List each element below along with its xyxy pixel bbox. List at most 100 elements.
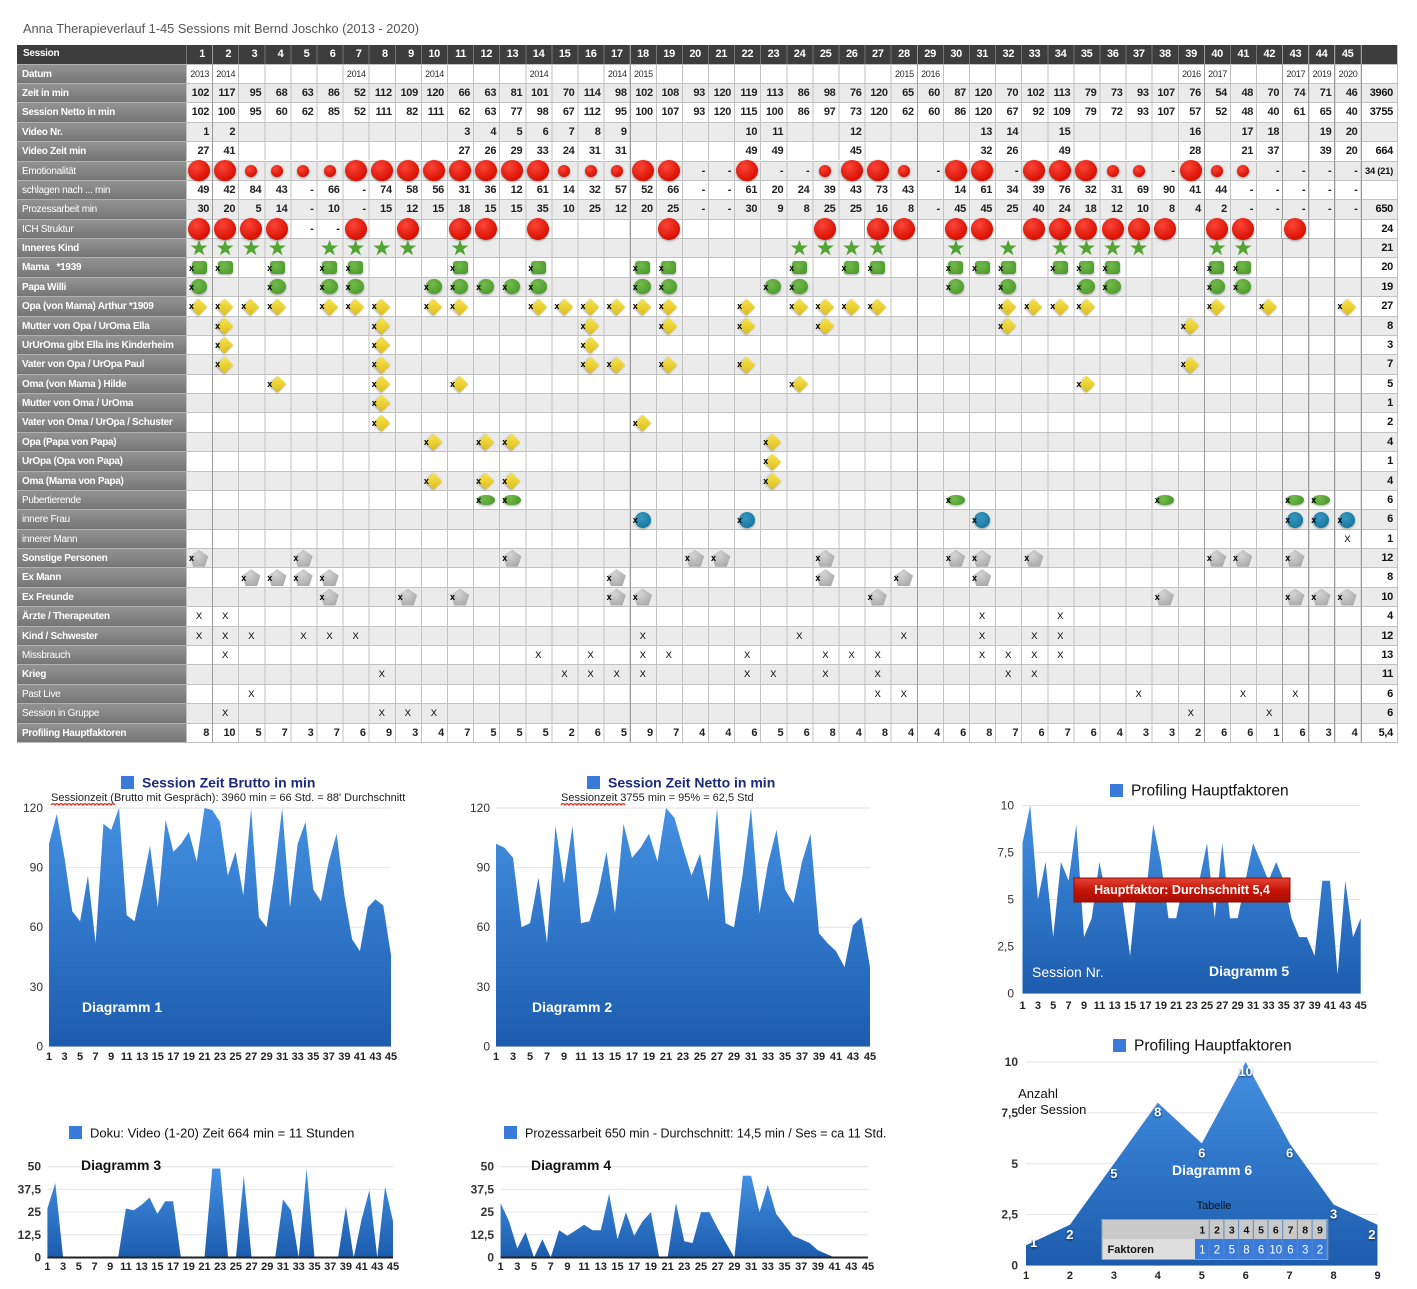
svg-text:Anzahl: Anzahl: [1018, 1086, 1058, 1101]
svg-text:31: 31: [276, 1051, 288, 1063]
svg-text:21: 21: [660, 1051, 672, 1063]
svg-text:3: 3: [1035, 1000, 1041, 1012]
svg-text:6: 6: [1273, 1225, 1279, 1237]
svg-text:4: 4: [1243, 1225, 1249, 1237]
svg-text:Diagramm 6: Diagramm 6: [1172, 1162, 1252, 1178]
svg-text:3: 3: [60, 1261, 66, 1273]
svg-text:35: 35: [779, 1051, 791, 1063]
svg-text:2: 2: [1368, 1227, 1375, 1242]
svg-text:17: 17: [1139, 1000, 1151, 1012]
svg-text:Session Nr.: Session Nr.: [1032, 964, 1104, 980]
svg-text:37: 37: [1293, 1000, 1305, 1012]
svg-text:43: 43: [847, 1051, 859, 1063]
svg-text:3: 3: [61, 1051, 67, 1063]
svg-text:2,5: 2,5: [1001, 1208, 1018, 1222]
svg-text:9: 9: [1317, 1225, 1323, 1237]
svg-text:25: 25: [1201, 1000, 1213, 1012]
svg-text:120: 120: [470, 801, 490, 815]
svg-text:1: 1: [1199, 1245, 1205, 1257]
svg-text:27: 27: [1216, 1000, 1228, 1012]
svg-text:27: 27: [245, 1261, 257, 1273]
svg-text:1: 1: [1030, 1235, 1037, 1250]
svg-text:3: 3: [1229, 1225, 1235, 1237]
svg-text:41: 41: [355, 1261, 367, 1273]
svg-text:10: 10: [1005, 1055, 1019, 1069]
svg-text:Profiling Hauptfaktoren: Profiling Hauptfaktoren: [1131, 783, 1289, 800]
svg-text:3: 3: [1330, 1207, 1337, 1222]
svg-text:33: 33: [293, 1261, 305, 1273]
svg-text:25: 25: [481, 1205, 495, 1219]
svg-text:2,5: 2,5: [997, 940, 1014, 954]
svg-text:8: 8: [1154, 1105, 1161, 1120]
svg-text:7: 7: [544, 1051, 550, 1063]
svg-text:0: 0: [1011, 1259, 1018, 1273]
svg-text:7,5: 7,5: [997, 846, 1014, 860]
svg-text:60: 60: [477, 920, 491, 934]
svg-text:11: 11: [1094, 1000, 1106, 1012]
svg-text:2: 2: [1317, 1245, 1323, 1257]
svg-text:30: 30: [477, 980, 491, 994]
svg-text:5: 5: [1229, 1245, 1235, 1257]
svg-text:13: 13: [1109, 1000, 1121, 1012]
svg-text:23: 23: [677, 1051, 689, 1063]
svg-text:31: 31: [277, 1261, 289, 1273]
svg-text:35: 35: [778, 1261, 790, 1273]
svg-text:19: 19: [183, 1051, 195, 1063]
svg-text:37,5: 37,5: [18, 1182, 42, 1196]
svg-text:11: 11: [578, 1261, 590, 1273]
svg-text:0: 0: [36, 1040, 43, 1054]
svg-text:5: 5: [76, 1261, 82, 1273]
svg-text:2: 2: [1214, 1225, 1220, 1237]
svg-text:13: 13: [136, 1051, 148, 1063]
svg-text:23: 23: [214, 1051, 226, 1063]
svg-text:50: 50: [481, 1160, 495, 1174]
svg-text:21: 21: [198, 1261, 210, 1273]
svg-text:4: 4: [1155, 1270, 1162, 1282]
svg-text:33: 33: [762, 1261, 774, 1273]
svg-text:120: 120: [23, 801, 43, 815]
svg-text:der Session: der Session: [1018, 1102, 1087, 1117]
svg-text:90: 90: [30, 861, 44, 875]
svg-text:37: 37: [323, 1051, 335, 1063]
svg-text:0: 0: [1007, 987, 1014, 1001]
svg-text:6: 6: [1287, 1245, 1293, 1257]
svg-text:6: 6: [1243, 1270, 1249, 1282]
svg-text:25: 25: [230, 1261, 242, 1273]
svg-text:11: 11: [120, 1261, 132, 1273]
svg-text:Diagramm 4: Diagramm 4: [531, 1157, 611, 1173]
svg-text:5: 5: [1011, 1157, 1018, 1171]
svg-text:19: 19: [183, 1261, 195, 1273]
svg-text:25: 25: [229, 1051, 241, 1063]
svg-text:11: 11: [575, 1051, 587, 1063]
svg-text:Doku: Video (1-20) Zeit 664 mi: Doku: Video (1-20) Zeit 664 min = 11 Stu…: [90, 1126, 354, 1141]
svg-text:30: 30: [30, 980, 44, 994]
svg-text:27: 27: [712, 1261, 724, 1273]
svg-text:5: 5: [527, 1051, 533, 1063]
svg-text:6: 6: [1258, 1245, 1264, 1257]
svg-text:15: 15: [611, 1261, 623, 1273]
svg-text:17: 17: [167, 1051, 179, 1063]
svg-text:Prozessarbeit 650 min - Durchs: Prozessarbeit 650 min - Durchschnitt: 14…: [525, 1127, 886, 1141]
svg-text:23: 23: [214, 1261, 226, 1273]
svg-text:1: 1: [1019, 1000, 1025, 1012]
svg-text:12,5: 12,5: [471, 1228, 495, 1242]
svg-text:37,5: 37,5: [471, 1182, 495, 1196]
svg-text:1: 1: [44, 1261, 50, 1273]
svg-text:35: 35: [308, 1261, 320, 1273]
svg-text:10: 10: [1001, 799, 1015, 813]
svg-text:8: 8: [1243, 1245, 1249, 1257]
svg-text:8: 8: [1331, 1270, 1337, 1282]
svg-text:6: 6: [1286, 1145, 1293, 1160]
svg-text:37: 37: [324, 1261, 336, 1273]
svg-text:9: 9: [1374, 1270, 1380, 1282]
svg-text:39: 39: [812, 1261, 824, 1273]
svg-text:1: 1: [1199, 1225, 1205, 1237]
svg-text:43: 43: [369, 1051, 381, 1063]
svg-text:39: 39: [813, 1051, 825, 1063]
svg-text:21: 21: [1170, 1000, 1182, 1012]
svg-text:21: 21: [661, 1261, 673, 1273]
svg-text:33: 33: [292, 1051, 304, 1063]
svg-text:43: 43: [1339, 1000, 1351, 1012]
svg-text:29: 29: [260, 1051, 272, 1063]
svg-text:29: 29: [728, 1261, 740, 1273]
